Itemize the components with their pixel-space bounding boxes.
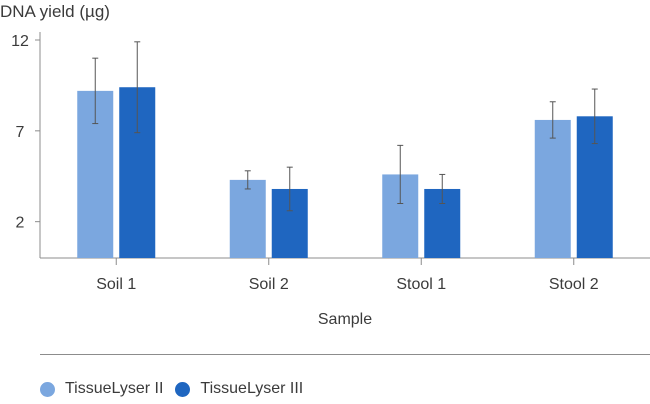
x-tick-label-1: Soil 2	[249, 276, 289, 293]
legend-swatch-series-2	[175, 381, 191, 397]
legend-label-series-2: TissueLyser III	[200, 380, 304, 397]
y-tick-label-2: 12	[11, 33, 29, 50]
x-tick-label-3: Stool 2	[549, 276, 599, 293]
x-tick-label-0: Soil 1	[96, 276, 136, 293]
legend-item-series-2: TissueLyser III	[175, 380, 303, 398]
bar-soil-2-series-1	[229, 179, 266, 258]
y-tick-label-0: 2	[16, 215, 25, 232]
x-axis-title: Sample	[317, 311, 373, 328]
x-tick-label-2: Stool 1	[396, 276, 446, 293]
legend-divider	[40, 354, 650, 355]
legend-item-series-1: TissueLyser II	[40, 380, 163, 398]
y-tick-label-1: 7	[16, 124, 25, 141]
legend-label-series-1: TissueLyser II	[65, 380, 164, 397]
legend: TissueLyser II TissueLyser III	[40, 380, 315, 398]
bar-stool-2-series-1	[534, 119, 571, 258]
bar-chart: 2 7 12 Soil 1 Soil 2 Stool 1 Stool 2	[11, 32, 650, 293]
y-axis-label: DNA yield (µg)	[0, 2, 110, 21]
legend-swatch-series-1	[40, 381, 55, 397]
